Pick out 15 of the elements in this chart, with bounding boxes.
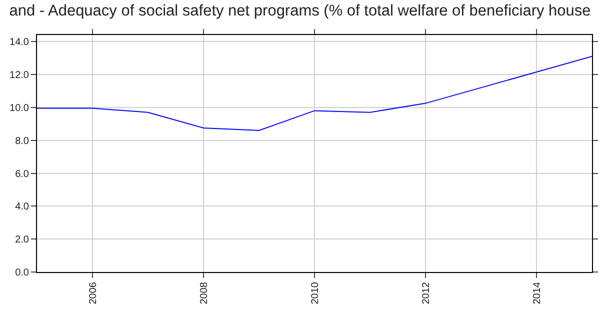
- y-tick-label: 8.0: [15, 136, 30, 147]
- chart-title: and - Adequacy of social safety net programs (% of total welfare of beneficiary house: [9, 2, 591, 20]
- x-tick-label: 2008: [198, 282, 210, 304]
- y-tick-label: 12.0: [10, 70, 30, 81]
- x-tick-label: 2012: [420, 282, 432, 304]
- y-tick-label: 14.0: [10, 37, 30, 48]
- x-tick-label: 2010: [310, 282, 321, 304]
- y-tick-label: 4.0: [15, 202, 30, 213]
- y-tick-label: 2.0: [15, 234, 30, 246]
- x-tick-label: 2006: [88, 282, 99, 304]
- y-tick-label: 6.0: [15, 168, 30, 180]
- y-tick-label: 0.0: [15, 268, 30, 278]
- line-series: [37, 56, 592, 131]
- x-tick-label: 2014: [532, 282, 543, 304]
- y-tick-label: 10.0: [10, 102, 30, 114]
